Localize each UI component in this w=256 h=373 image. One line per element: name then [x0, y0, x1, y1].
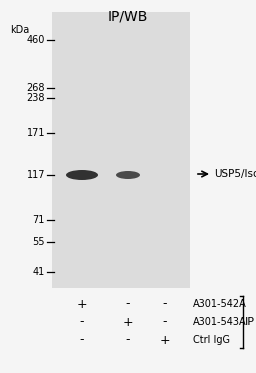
- Text: 117: 117: [27, 170, 45, 180]
- Ellipse shape: [66, 170, 98, 180]
- Text: 55: 55: [33, 237, 45, 247]
- Text: A301-542A: A301-542A: [193, 299, 247, 309]
- Text: -: -: [80, 316, 84, 329]
- Text: +: +: [123, 316, 133, 329]
- Text: -: -: [126, 298, 130, 310]
- Bar: [52, 12, 190, 288]
- Text: USP5/IsoT: USP5/IsoT: [214, 169, 256, 179]
- Text: -: -: [163, 298, 167, 310]
- Text: -: -: [126, 333, 130, 347]
- Text: 268: 268: [27, 83, 45, 93]
- Ellipse shape: [116, 171, 140, 179]
- Text: +: +: [77, 298, 87, 310]
- Text: 460: 460: [27, 35, 45, 45]
- Text: 238: 238: [27, 93, 45, 103]
- Text: Ctrl IgG: Ctrl IgG: [193, 335, 230, 345]
- Text: 71: 71: [33, 215, 45, 225]
- Text: kDa: kDa: [10, 25, 29, 35]
- Text: 41: 41: [33, 267, 45, 277]
- Text: IP: IP: [245, 317, 255, 327]
- Text: -: -: [163, 316, 167, 329]
- Text: +: +: [160, 333, 170, 347]
- Text: IP/WB: IP/WB: [108, 10, 148, 24]
- Text: 171: 171: [27, 128, 45, 138]
- Text: -: -: [80, 333, 84, 347]
- Text: A301-543A: A301-543A: [193, 317, 247, 327]
